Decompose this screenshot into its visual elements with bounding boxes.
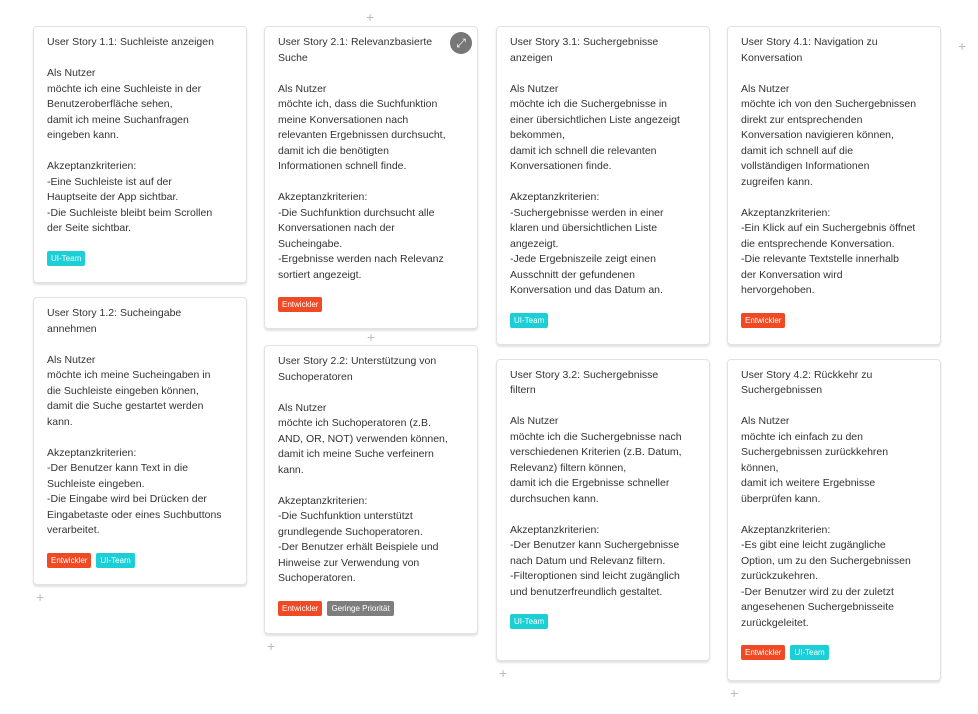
expand-icon[interactable]: ⤢ (450, 32, 472, 54)
add-card-icon[interactable]: + (36, 588, 45, 605)
card-labels: Entwickler UI-Team (47, 552, 233, 568)
card-title: User Story 3.1: Suchergebnisse anzeigen (510, 36, 659, 64)
card-title: User Story 4.2: Rückkehr zu Suchergebnis… (741, 368, 873, 397)
card-labels: Entwickler (741, 312, 927, 328)
card-description: Als Nutzer möchte ich die Suchergebnisse… (510, 415, 682, 598)
add-card-icon[interactable]: + (366, 329, 376, 345)
board-column: User Story 4.1: Navigation zu Konversati… (727, 26, 941, 700)
card-description: Als Nutzer möchte ich die Suchergebnisse… (510, 82, 680, 297)
board-column: User Story 1.1: Suchleiste anzeigen Als N… (33, 26, 247, 604)
add-card-icon[interactable]: + (267, 638, 276, 654)
story-card[interactable]: User Story 2.2: Unterstützung von Suchop… (264, 345, 478, 634)
card-description: Als Nutzer möchte ich einfach zu den Suc… (741, 415, 911, 629)
story-card[interactable]: User Story 4.1: Navigation zu Konversati… (727, 26, 941, 345)
card-labels: Entwickler Geringe Priorität (278, 600, 464, 616)
add-card-icon[interactable]: + (730, 684, 739, 701)
label-tag[interactable]: UI-Team (510, 614, 549, 629)
add-card-icon[interactable]: + (366, 9, 375, 25)
label-tag[interactable]: Entwickler (47, 552, 92, 568)
card-description: Als Nutzer möchte ich, dass die Suchfunk… (278, 82, 446, 281)
label-tag[interactable]: Entwickler (741, 312, 786, 328)
board-column: User Story 2.1: Relevanzbasierte Suche Al… (264, 26, 478, 653)
card-description: Als Nutzer möchte ich von den Suchergebn… (741, 82, 917, 297)
label-tag[interactable]: Geringe Priorität (327, 600, 394, 616)
label-tag[interactable]: UI-Team (47, 250, 86, 266)
card-title: User Story 1.2: Sucheingabe annehmen (47, 307, 182, 335)
card-labels: Entwickler UI-Team (741, 645, 927, 660)
story-card[interactable]: User Story 3.1: Suchergebnisse anzeigen A… (496, 26, 710, 345)
card-labels: UI-Team (510, 614, 696, 629)
add-card-icon[interactable]: + (958, 38, 967, 54)
card-labels: UI-Team (510, 312, 696, 328)
add-card-icon[interactable]: + (499, 664, 508, 681)
story-card[interactable]: User Story 2.1: Relevanzbasierte Suche Al… (264, 26, 478, 329)
label-tag[interactable]: UI-Team (96, 552, 135, 568)
label-tag[interactable]: UI-Team (510, 312, 549, 328)
card-description: Als Nutzer möchte ich meine Sucheingaben… (47, 353, 222, 537)
label-tag[interactable]: Entwickler (278, 600, 323, 616)
card-title: User Story 1.1: Suchleiste anzeigen (47, 36, 214, 48)
story-card[interactable]: User Story 1.2: Sucheingabe annehmen Als … (33, 297, 247, 585)
card-title: User Story 2.2: Unterstützung von Suchop… (278, 355, 437, 383)
card-description: Als Nutzer möchte ich Suchoperatoren (z.… (278, 401, 448, 585)
label-tag[interactable]: Entwickler (278, 297, 323, 312)
story-card[interactable]: User Story 3.2: Suchergebnisse filtern Al… (496, 358, 710, 661)
card-labels: UI-Team (47, 250, 233, 266)
board-column: User Story 3.1: Suchergebnisse anzeigen A… (496, 26, 710, 680)
card-title: User Story 3.2: Suchergebnisse filtern (510, 368, 659, 397)
card-labels: Entwickler (278, 297, 464, 312)
story-card[interactable]: User Story 1.1: Suchleiste anzeigen Als N… (33, 26, 247, 283)
story-card[interactable]: User Story 4.2: Rückkehr zu Suchergebnis… (727, 358, 941, 681)
card-title: User Story 4.1: Navigation zu Konversati… (741, 36, 878, 64)
label-tag[interactable]: UI-Team (790, 645, 829, 660)
label-tag[interactable]: Entwickler (741, 645, 786, 660)
card-title: User Story 2.1: Relevanzbasierte Suche (278, 36, 433, 64)
card-description: Als Nutzer möchte ich eine Suchleiste in… (47, 67, 213, 234)
